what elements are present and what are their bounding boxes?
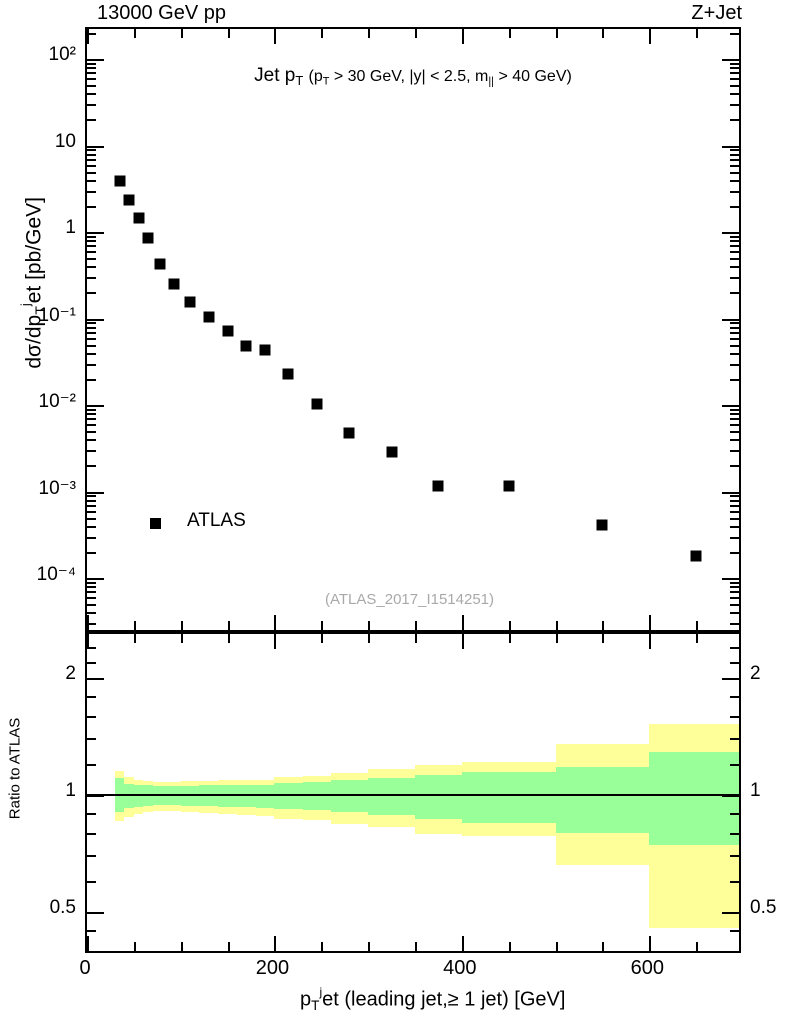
process-label: Z+Jet (691, 2, 742, 24)
data-point (311, 398, 323, 410)
legend-marker-atlas (150, 518, 161, 529)
plot-title: Jet pT (pT > 30 GeV, |y| < 2.5, m|| > 40… (254, 65, 572, 89)
band-green (555, 767, 650, 833)
ratio-ytick-label-left: 2 (65, 663, 76, 685)
main-ytick-label: 10 (54, 130, 76, 152)
data-point (154, 258, 166, 270)
main-plot-panel: Jet pT (pT > 30 GeV, |y| < 2.5, m|| > 40… (85, 27, 741, 632)
data-point (596, 519, 608, 531)
band-green (415, 775, 462, 819)
band-green (218, 785, 237, 807)
analysis-id-watermark: (ATLAS_2017_I1514251) (325, 591, 495, 608)
data-point (386, 446, 398, 458)
main-ytick-label: 10⁻² (38, 391, 77, 412)
data-point (114, 175, 126, 187)
ratio-ytick-label-left: 1 (65, 780, 76, 801)
data-point (168, 278, 180, 290)
xtick-label: 400 (443, 957, 477, 979)
ratio-plot-panel (85, 632, 741, 953)
band-green (133, 785, 144, 808)
main-ytick-label: 10⁻¹ (38, 304, 77, 326)
legend-label-atlas: ATLAS (187, 510, 246, 531)
data-point (259, 344, 271, 356)
main-ytick-label: 10⁻³ (38, 477, 77, 499)
data-point (142, 232, 154, 244)
band-green (368, 778, 415, 815)
data-point (133, 212, 145, 224)
band-green (302, 782, 331, 810)
main-ytick-label: 1 (65, 217, 76, 238)
main-ytick-label: 10² (48, 44, 76, 65)
xaxis-label: pTjet (leading jet,≥ 1 jet) [GeV] (300, 985, 566, 1013)
data-point (123, 194, 135, 206)
ratio-reference-line (87, 794, 739, 796)
band-green (255, 784, 275, 808)
data-point (343, 427, 355, 439)
ratio-ytick-label-right: 2 (750, 663, 761, 685)
collision-energy-label: 13000 GeV pp (97, 2, 226, 24)
data-point (240, 340, 252, 352)
ratio-ytick-label-right: 1 (750, 780, 761, 801)
band-green (330, 780, 369, 812)
data-point (690, 550, 702, 562)
band-green (236, 784, 256, 808)
band-green (461, 772, 556, 824)
ratio-ytick-label-right: 0.5 (750, 896, 777, 918)
band-green (649, 752, 739, 845)
xtick-label: 200 (255, 957, 290, 979)
band-green (274, 783, 303, 810)
main-ytick-label: 10⁻⁴ (36, 564, 76, 585)
data-point (503, 480, 515, 492)
data-point (432, 480, 444, 492)
ratio-ytick-label-left: 0.5 (49, 896, 76, 918)
data-point (184, 296, 196, 308)
ratio-ylabel: Ratio to ATLAS (6, 717, 24, 820)
data-point (222, 325, 234, 337)
data-point (282, 368, 294, 380)
data-point (203, 311, 215, 323)
xtick-label: 0 (79, 957, 91, 979)
xtick-label: 600 (630, 957, 664, 979)
